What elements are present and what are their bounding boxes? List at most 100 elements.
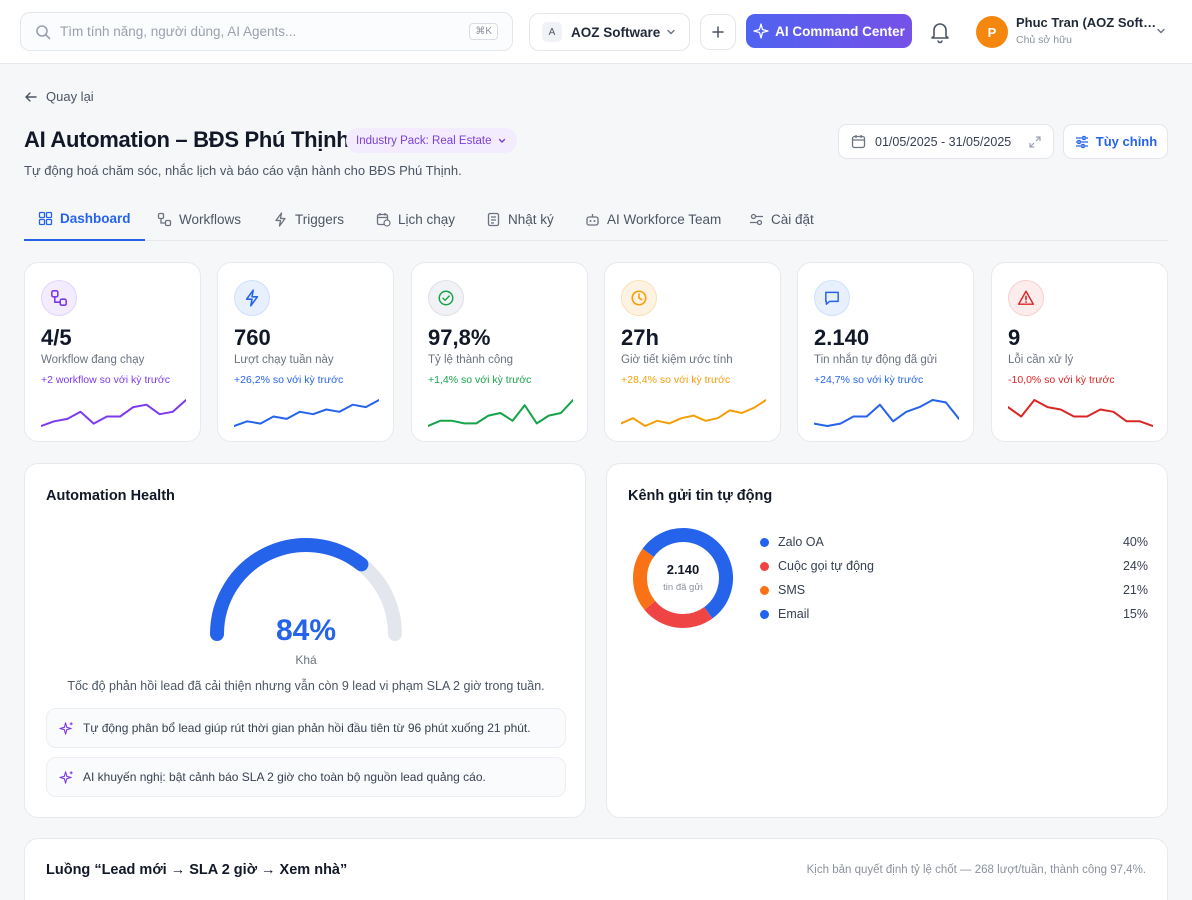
settings-icon bbox=[750, 213, 763, 225]
card-title: Automation Health bbox=[46, 488, 175, 504]
legend-pct: 40% bbox=[1122, 535, 1148, 549]
chevron-down-icon bbox=[498, 138, 505, 143]
sparkle-icon bbox=[59, 770, 73, 784]
sparkline bbox=[234, 399, 379, 427]
card-title: Kênh gửi tin tự động bbox=[628, 488, 773, 504]
sparkline-path bbox=[621, 399, 766, 427]
tab-ai-workforce-team[interactable]: AI Workforce Team bbox=[585, 198, 721, 240]
automation-health-card: Automation Health 84% Khá Tốc độ phản hồ… bbox=[24, 463, 586, 818]
stat-icon-bg bbox=[621, 280, 657, 316]
date-range-value: 01/05/2025 - 31/05/2025 bbox=[875, 134, 1012, 149]
stat-value: 27h bbox=[621, 325, 659, 350]
sparkline-path bbox=[428, 399, 573, 427]
stat-card-errors[interactable]: 9 Lỗi cần xử lý -10,0% so với kỳ trước bbox=[991, 262, 1168, 442]
stat-icon-bg bbox=[814, 280, 850, 316]
sliders-icon bbox=[1075, 135, 1088, 148]
card-title: Luồng “Lead mới → SLA 2 giờ → Xem nhà” bbox=[46, 862, 348, 878]
tab-dashboard[interactable]: Dashboard bbox=[24, 198, 145, 241]
tab-label: AI Workforce Team bbox=[607, 211, 722, 227]
tab-triggers[interactable]: Triggers bbox=[273, 198, 344, 240]
stat-label: Lượt chạy tuần này bbox=[234, 354, 334, 366]
org-badge: A bbox=[542, 22, 562, 42]
bell-icon[interactable] bbox=[928, 20, 952, 44]
search-input[interactable]: Tìm tính năng, người dùng, AI Agents... … bbox=[20, 12, 513, 51]
search-icon bbox=[36, 24, 51, 39]
insight-item: Tự động phân bổ lead giúp rút thời gian … bbox=[46, 708, 566, 748]
bolt-icon bbox=[245, 289, 259, 307]
sparkline-path bbox=[814, 399, 959, 427]
stat-icon-bg bbox=[41, 280, 77, 316]
bolt-icon bbox=[275, 211, 286, 227]
legend-name: Zalo OA bbox=[778, 535, 824, 549]
robot-icon bbox=[586, 213, 599, 226]
top-bar: Tìm tính năng, người dùng, AI Agents... … bbox=[0, 0, 1192, 64]
org-switcher[interactable]: A AOZ Software bbox=[529, 13, 690, 51]
stat-label: Workflow đang chạy bbox=[41, 354, 145, 366]
user-name[interactable]: Phuc Tran (AOZ Soft… bbox=[1016, 15, 1157, 30]
back-label: Quay lại bbox=[46, 89, 94, 104]
sparkline bbox=[428, 399, 573, 427]
search-placeholder: Tìm tính năng, người dùng, AI Agents... bbox=[60, 24, 297, 39]
ai-command-center-button[interactable]: AI Command Center bbox=[746, 14, 912, 48]
tab-label: Dashboard bbox=[60, 211, 131, 226]
add-button[interactable] bbox=[700, 14, 736, 50]
stat-change: +26,2% so với kỳ trước bbox=[234, 374, 344, 386]
chevron-down-icon[interactable] bbox=[1155, 25, 1167, 37]
workflow-icon bbox=[51, 290, 67, 306]
search-shortcut: ⌘K bbox=[469, 23, 498, 40]
legend-pct: 15% bbox=[1122, 607, 1148, 621]
tab-label: Cài đặt bbox=[771, 211, 814, 227]
health-rating: Khá bbox=[295, 653, 317, 667]
industry-pack-dropdown[interactable]: Industry Pack: Real Estate bbox=[346, 128, 517, 153]
page-subtitle: Tự động hoá chăm sóc, nhắc lịch và báo c… bbox=[24, 163, 462, 178]
avatar[interactable]: P bbox=[976, 16, 1008, 48]
tab-schedule[interactable]: Lịch chạy bbox=[376, 198, 455, 240]
legend-name: Email bbox=[778, 607, 810, 621]
message-icon bbox=[825, 291, 839, 305]
tab-workflows[interactable]: Workflows bbox=[157, 198, 241, 240]
donut-total-label: tin đã gửi bbox=[663, 582, 703, 593]
tab-logs[interactable]: Nhật ký bbox=[486, 198, 554, 240]
donut-slice bbox=[682, 528, 733, 619]
health-gauge bbox=[210, 538, 402, 641]
stat-label: Tin nhắn tự động đã gửi bbox=[814, 354, 938, 366]
stat-label: Lỗi cần xử lý bbox=[1008, 354, 1074, 366]
legend-item: SMS 21% bbox=[760, 580, 1148, 600]
gauge-fill bbox=[210, 538, 369, 641]
stat-change: +24,7% so với kỳ trước bbox=[814, 374, 924, 386]
back-link[interactable]: Quay lại bbox=[24, 89, 94, 104]
stat-card-workflows[interactable]: 4/5 Workflow đang chạy +2 workflow so vớ… bbox=[24, 262, 201, 442]
insight-text: Tự động phân bổ lead giúp rút thời gian … bbox=[83, 721, 531, 735]
grid-icon bbox=[38, 211, 53, 226]
tab-settings[interactable]: Cài đặt bbox=[749, 198, 814, 240]
sparkline bbox=[41, 399, 186, 427]
flow-card: Luồng “Lead mới → SLA 2 giờ → Xem nhà” K… bbox=[24, 838, 1168, 900]
legend-name: Cuộc gọi tự động bbox=[778, 559, 874, 573]
ai-command-label: AI Command Center bbox=[775, 23, 905, 39]
date-range-picker[interactable]: 01/05/2025 - 31/05/2025 bbox=[838, 124, 1054, 159]
donut-slice bbox=[644, 600, 713, 628]
sparkline-path bbox=[234, 399, 379, 427]
page-title: AI Automation – BĐS Phú Thịnh bbox=[24, 127, 350, 152]
health-description: Tốc độ phản hồi lead đã cải thiện nhưng … bbox=[67, 679, 545, 693]
stat-value: 760 bbox=[234, 325, 271, 350]
chevron-down-icon bbox=[667, 29, 675, 35]
stat-card-runs[interactable]: 760 Lượt chạy tuần này +26,2% so với kỳ … bbox=[217, 262, 394, 442]
customize-button[interactable]: Tùy chỉnh bbox=[1063, 124, 1168, 159]
sparkline-path bbox=[1008, 399, 1153, 427]
calendar-clock-icon bbox=[376, 212, 391, 227]
plus-icon bbox=[712, 26, 724, 38]
stat-change: +2 workflow so với kỳ trước bbox=[41, 374, 171, 386]
stat-value: 97,8% bbox=[428, 325, 491, 350]
sparkline bbox=[814, 399, 959, 427]
stat-card-success-rate[interactable]: 97,8% Tỷ lệ thành công +1,4% so với kỳ t… bbox=[411, 262, 588, 442]
stat-change: +28,4% so với kỳ trước bbox=[621, 374, 731, 386]
customize-label: Tùy chỉnh bbox=[1095, 134, 1158, 149]
stat-value: 2.140 bbox=[814, 325, 870, 350]
sparkline bbox=[1008, 399, 1153, 427]
tab-label: Workflows bbox=[179, 211, 242, 227]
legend-item: Email 15% bbox=[760, 604, 1148, 624]
channels-donut bbox=[633, 528, 733, 628]
stat-card-hours-saved[interactable]: 27h Giờ tiết kiệm ước tính +28,4% so với… bbox=[604, 262, 781, 442]
stat-card-messages[interactable]: 2.140 Tin nhắn tự động đã gửi +24,7% so … bbox=[797, 262, 974, 442]
